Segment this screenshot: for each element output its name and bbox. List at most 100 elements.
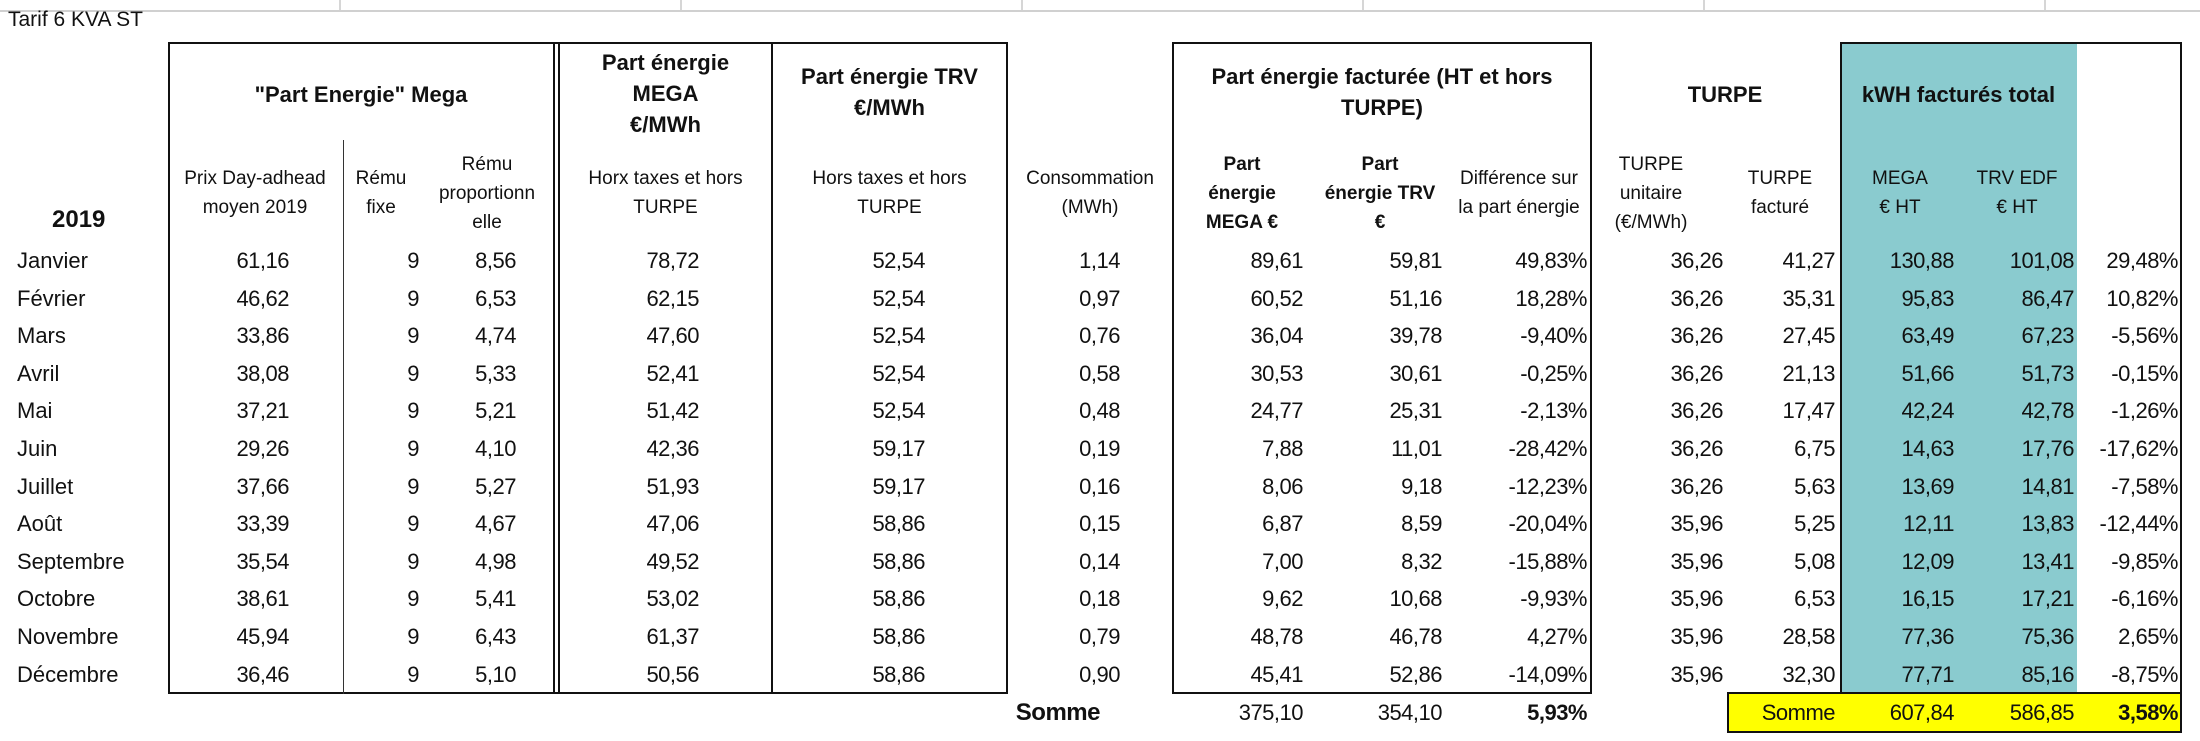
cell-prix: 37,66: [236, 473, 289, 499]
spreadsheet-gridlines: [0, 0, 2200, 12]
total-highlight: [1840, 42, 2077, 693]
month-label: Mai: [17, 398, 53, 424]
cell-trvE: 46,78: [1389, 624, 1442, 649]
column-divider: [343, 140, 344, 694]
cell-trvE: 25,31: [1389, 398, 1442, 424]
cell-turpeF: 5,25: [1794, 511, 1835, 537]
cell-trv: 52,54: [872, 360, 925, 386]
cell-trv: 58,86: [872, 586, 925, 612]
header-remu-fixe: Rému fixe: [355, 168, 407, 218]
column-divider: [771, 42, 773, 694]
header-consommation: Consommation (MWh): [1026, 168, 1154, 218]
sum-facturee-mega: 375,10: [1238, 700, 1304, 725]
header-facturee-mega: Part énergie MEGA €: [1205, 154, 1279, 233]
cell-trvE: 39,78: [1389, 323, 1442, 349]
month-label: Décembre: [17, 661, 119, 687]
cell-turpeU: 36,26: [1670, 436, 1723, 461]
cell-totTrv: 13,83: [2021, 511, 2074, 537]
cell-prix: 33,86: [236, 323, 289, 349]
cell-megaE: 30,53: [1250, 360, 1303, 386]
cell-turpeF: 41,27: [1782, 248, 1835, 273]
cell-totTrv: 17,21: [2021, 586, 2074, 612]
cell-turpeU: 35,96: [1670, 624, 1723, 649]
cell-diff: -15,88%: [1508, 548, 1588, 574]
cell-megaE: 6,87: [1262, 511, 1303, 537]
cell-mega: 62,15: [646, 285, 699, 311]
cell-mega: 42,36: [646, 436, 699, 461]
cell-megaE: 36,04: [1250, 323, 1303, 349]
cell-turpeU: 36,26: [1670, 323, 1723, 349]
cell-prop: 6,53: [475, 285, 516, 311]
cell-totMega: 12,11: [1903, 511, 1954, 537]
cell-turpeF: 5,08: [1794, 548, 1835, 574]
total-box: [1840, 42, 2182, 694]
cell-megaE: 89,61: [1250, 248, 1303, 273]
cell-totDiff: 2,65%: [2118, 624, 2178, 649]
cell-mega: 61,37: [646, 624, 699, 649]
header-facturee-trv: Part énergie TRV €: [1324, 154, 1436, 233]
cell-diff: 18,28%: [1515, 285, 1587, 311]
header-facturee-group: Part énergie facturée (HT et hors TURPE): [1211, 64, 1553, 120]
header-prix-day-ahead: Prix Day-adhead moyen 2019: [184, 168, 326, 218]
header-turpe-group: TURPE: [1687, 82, 1763, 107]
month-label: Mars: [17, 323, 66, 349]
cell-prix: 38,61: [236, 586, 289, 612]
cell-conso: 0,14: [1079, 548, 1120, 574]
cell-prix: 33,39: [236, 511, 289, 537]
cell-fixe: 9: [407, 285, 419, 311]
cell-conso: 1,14: [1079, 248, 1120, 273]
cell-diff: -14,09%: [1508, 661, 1588, 687]
cell-conso: 0,48: [1079, 398, 1120, 424]
cell-totMega: 51,66: [1901, 360, 1954, 386]
cell-turpeU: 36,26: [1670, 398, 1723, 424]
cell-totTrv: 14,81: [2021, 473, 2074, 499]
cell-mega: 51,42: [646, 398, 699, 424]
cell-prix: 36,46: [236, 661, 289, 687]
cell-turpeU: 36,26: [1670, 360, 1723, 386]
cell-mega: 53,02: [646, 586, 699, 612]
header-part-energie-trv-sub: Hors taxes et hors TURPE: [812, 168, 967, 218]
cell-totDiff: -8,75%: [2111, 661, 2178, 687]
cell-turpeF: 6,53: [1794, 586, 1835, 612]
cell-totMega: 130,88: [1889, 248, 1955, 273]
cell-megaE: 60,52: [1250, 285, 1303, 311]
cell-totDiff: 10,82%: [2106, 285, 2178, 311]
cell-prop: 4,10: [475, 436, 516, 461]
header-part-energie-mega: Part énergie MEGA €/MWh: [601, 50, 730, 137]
cell-totTrv: 17,76: [2021, 436, 2074, 461]
cell-turpeF: 32,30: [1782, 661, 1835, 687]
cell-turpeU: 35,96: [1670, 586, 1723, 612]
cell-prop: 5,10: [475, 661, 516, 687]
cell-turpeF: 5,63: [1794, 473, 1835, 499]
cell-turpeF: 27,45: [1782, 323, 1835, 349]
cell-prix: 29,26: [236, 436, 289, 461]
cell-trv: 59,17: [872, 473, 925, 499]
cell-diff: -2,13%: [1520, 398, 1587, 424]
cell-diff: -12,23%: [1508, 473, 1588, 499]
month-label: Septembre: [17, 548, 125, 574]
sheet-title: Tarif 6 KVA ST: [8, 8, 143, 31]
cell-conso: 0,76: [1079, 323, 1120, 349]
cell-prop: 6,43: [475, 624, 516, 649]
header-turpe-facture: TURPE facturé: [1747, 168, 1813, 218]
cell-turpeU: 35,96: [1670, 511, 1723, 537]
cell-trv: 58,86: [872, 548, 925, 574]
cell-totMega: 14,63: [1901, 436, 1954, 461]
cell-prop: 4,67: [475, 511, 516, 537]
header-part-energie-mega-sub: Horx taxes et hors TURPE: [588, 168, 743, 218]
sum-total-label: Somme: [1761, 700, 1836, 725]
cell-diff: -20,04%: [1508, 511, 1588, 537]
cell-prop: 5,21: [475, 398, 516, 424]
cell-trv: 58,86: [872, 511, 925, 537]
month-label: Juillet: [17, 473, 74, 499]
cell-totTrv: 86,47: [2021, 285, 2074, 311]
cell-turpeU: 36,26: [1670, 285, 1723, 311]
cell-totTrv: 101,08: [2009, 248, 2075, 273]
cell-totDiff: -9,85%: [2111, 548, 2178, 574]
cell-prix: 35,54: [236, 548, 289, 574]
cell-diff: -28,42%: [1508, 436, 1588, 461]
cell-totTrv: 13,41: [2021, 548, 2074, 574]
cell-trv: 52,54: [872, 323, 925, 349]
billed-energy-box: [1172, 42, 1592, 694]
sum-difference: 5,93%: [1527, 700, 1587, 725]
